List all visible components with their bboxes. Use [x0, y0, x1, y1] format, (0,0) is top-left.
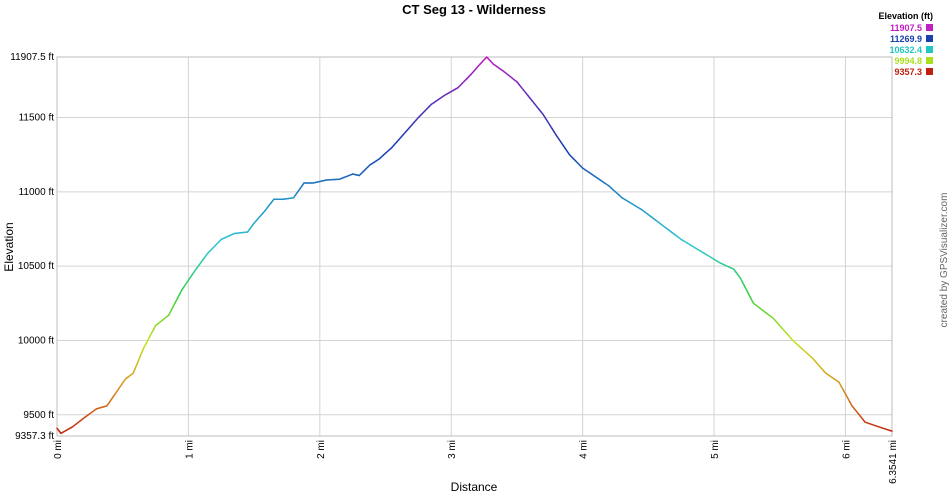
x-tick-label: 0 mi — [53, 440, 64, 459]
y-tick-label: 9500 ft — [23, 410, 54, 421]
legend-title: Elevation (ft) — [878, 11, 933, 21]
elevation-line-segment — [842, 389, 847, 395]
y-tick-label: 11500 ft — [19, 113, 55, 124]
x-tick-label: 1 mi — [184, 440, 195, 459]
elevation-line-segment — [750, 298, 755, 305]
x-gridlines — [56, 57, 893, 436]
legend-entry-label: 11269.9 — [890, 34, 922, 44]
x-axis-label: Distance — [451, 480, 498, 493]
y-tick-labels: 9357.3 ft 9500 ft 10000 ft 10500 ft 11000 ft… — [10, 52, 54, 442]
x-tick-labels: 0 mi 1 mi 2 mi 3 mi 4 mi 5 mi 6 mi 6.3541 mi — [53, 440, 899, 484]
elevation-line-segment — [888, 429, 893, 432]
legend-color-swatch — [926, 46, 933, 53]
elevation-line-segment — [772, 317, 778, 323]
y-gridlines — [57, 117, 892, 416]
elevation-line-segment — [167, 310, 172, 316]
elevation-line-segment — [141, 347, 145, 353]
elevation-line-segment — [134, 364, 138, 370]
elevation-line-segment — [137, 355, 141, 362]
x-tick-label: 4 mi — [579, 440, 590, 459]
elevation-line-segment — [788, 336, 794, 342]
legend-color-swatch — [926, 24, 933, 31]
legend-color-swatch — [926, 57, 933, 64]
elevation-line-segment — [135, 359, 140, 366]
y-tick-label: 10500 ft — [18, 261, 54, 272]
elevation-line-segment — [741, 281, 746, 288]
x-tick-label: 6 mi — [841, 440, 852, 459]
elevation-line-segment — [174, 297, 179, 304]
elevation-series-line — [56, 56, 893, 435]
legend: Elevation (ft) 11907.511269.910632.49994… — [878, 11, 933, 77]
elevation-line-segment — [132, 368, 136, 374]
y-tick-label: 9357.3 ft — [15, 431, 54, 442]
legend-color-swatch — [926, 68, 933, 75]
elevation-line-segment — [838, 381, 842, 387]
elevation-line-segment — [178, 289, 183, 295]
credit-text: created by GPSVisualizer.com — [939, 193, 949, 328]
elevation-line-segment — [176, 293, 181, 300]
elevation-line-segment — [170, 306, 174, 312]
elevation-line-segment — [139, 351, 143, 358]
plot-area — [57, 57, 892, 436]
y-tick-label: 11000 ft — [19, 187, 55, 198]
y-axis-label: Elevation — [2, 222, 16, 271]
legend-entry-label: 9994.8 — [894, 56, 922, 66]
y-tick-label: 11907.5 ft — [10, 52, 54, 63]
legend-entry-label: 10632.4 — [889, 45, 922, 55]
elevation-line-segment — [775, 321, 781, 327]
elevation-line-segment — [849, 401, 853, 407]
elevation-line-segment — [739, 277, 744, 284]
plot-border — [56, 56, 893, 437]
elevation-line-segment — [785, 332, 791, 338]
elevation-line-segment — [844, 393, 849, 399]
elevation-line-segment — [779, 324, 784, 331]
legend-entry-label: 11907.5 — [890, 23, 922, 33]
x-tick-label: 3 mi — [447, 440, 458, 459]
elevation-line-segment — [172, 301, 177, 308]
elevation-line-segment — [743, 285, 748, 292]
legend-entry-label: 9357.3 — [894, 67, 922, 77]
legend-color-swatch — [926, 35, 933, 42]
elevation-line-segment — [782, 328, 788, 334]
elevation-line-segment — [748, 294, 753, 300]
chart-title: CT Seg 13 - Wilderness — [402, 2, 546, 17]
elevation-line-segment — [846, 397, 851, 403]
x-tick-label: 6.3541 mi — [888, 440, 899, 484]
x-tick-label: 5 mi — [710, 440, 721, 459]
elevation-line-segment — [746, 289, 750, 296]
elevation-line-segment — [840, 385, 845, 391]
x-tick-label: 2 mi — [316, 440, 327, 459]
y-tick-label: 10000 ft — [18, 335, 54, 346]
